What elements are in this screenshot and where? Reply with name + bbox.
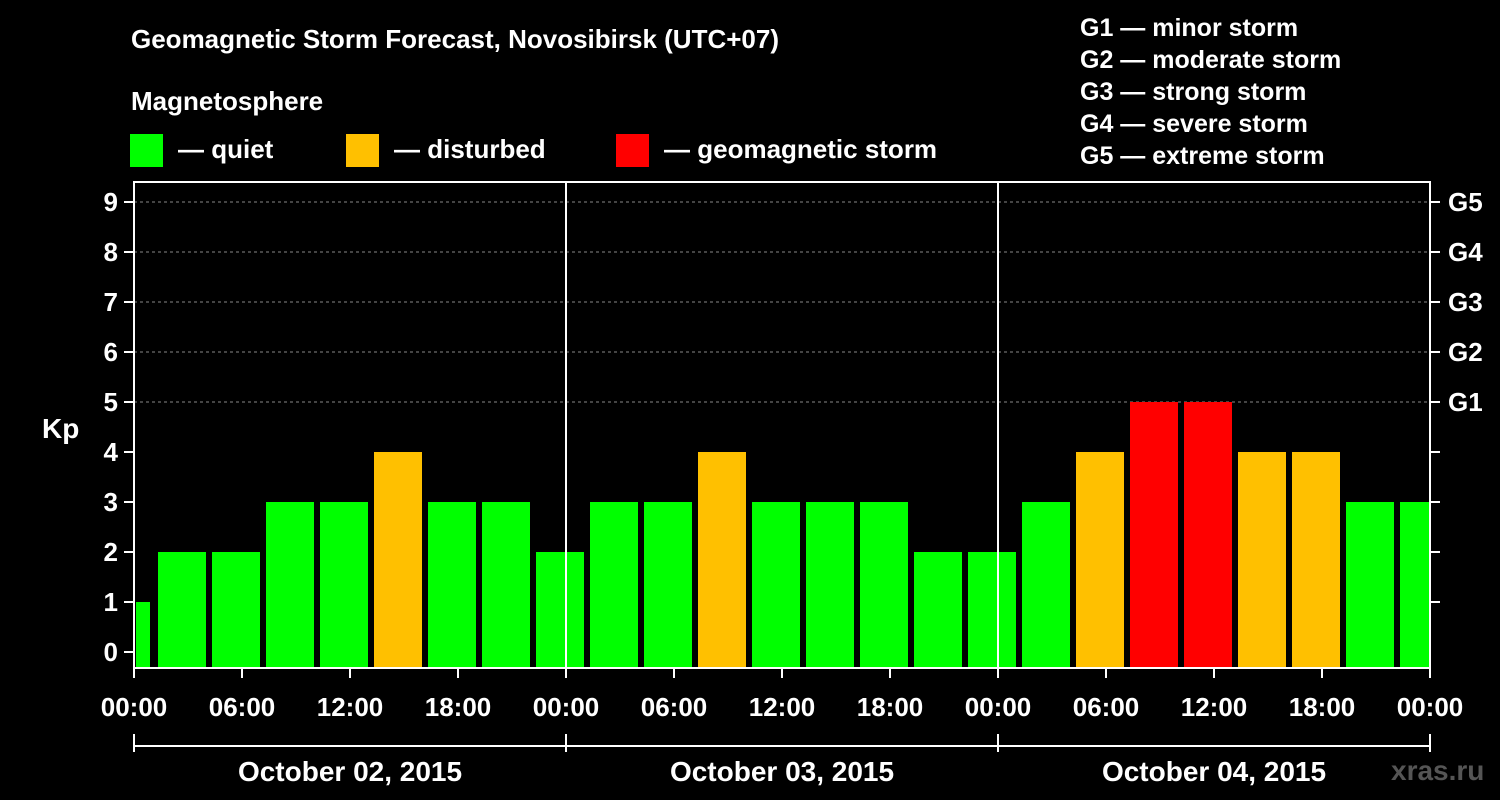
y-tick-label-8: 8 xyxy=(104,237,118,267)
bar-23 xyxy=(1346,502,1394,668)
x-tick-label-9: 06:00 xyxy=(1073,692,1140,722)
bar-7 xyxy=(482,502,530,668)
g-scale-label-g3: G3 xyxy=(1448,287,1483,317)
y-tick-label-4: 4 xyxy=(104,437,119,467)
bar-3 xyxy=(266,502,314,668)
y-tick-label-3: 3 xyxy=(104,487,118,517)
x-tick-label-0: 00:00 xyxy=(101,692,168,722)
bar-8 xyxy=(536,552,584,668)
bar-13 xyxy=(806,502,854,668)
bar-14 xyxy=(860,502,908,668)
day-label-2: October 04, 2015 xyxy=(1102,756,1326,787)
x-tick-label-6: 12:00 xyxy=(749,692,816,722)
x-tick-label-12: 00:00 xyxy=(1397,692,1464,722)
scale-g3: G3 — strong storm xyxy=(1080,78,1307,106)
y-tick-label-7: 7 xyxy=(104,287,118,317)
bar-20 xyxy=(1184,402,1232,668)
scale-g1: G1 — minor storm xyxy=(1080,14,1299,42)
x-tick-label-8: 00:00 xyxy=(965,692,1032,722)
legend-heading: Magnetosphere xyxy=(131,86,324,116)
legend-swatch-disturbed xyxy=(346,134,379,167)
legend-swatch-storm xyxy=(616,134,649,167)
bar-5 xyxy=(374,452,422,668)
g-scale-label-g1: G1 xyxy=(1448,387,1483,417)
scale-g4: G4 — severe storm xyxy=(1080,110,1308,138)
bar-6 xyxy=(428,502,476,668)
y-tick-label-9: 9 xyxy=(104,187,118,217)
x-tick-label-10: 12:00 xyxy=(1181,692,1248,722)
g-scale-label-g4: G4 xyxy=(1448,237,1483,267)
y-tick-label-6: 6 xyxy=(104,337,118,367)
bar-0 xyxy=(136,602,150,668)
bar-15 xyxy=(914,552,962,668)
y-tick-label-2: 2 xyxy=(104,537,118,567)
y-axis-label: Kp xyxy=(42,413,79,444)
y-tick-label-5: 5 xyxy=(104,387,118,417)
day-label-1: October 03, 2015 xyxy=(670,756,894,787)
watermark: xras.ru xyxy=(1391,755,1485,786)
legend-swatch-quiet xyxy=(130,134,163,167)
bar-12 xyxy=(752,502,800,668)
g-scale-label-g5: G5 xyxy=(1448,187,1483,217)
bar-4 xyxy=(320,502,368,668)
bar-9 xyxy=(590,502,638,668)
g-scale-label-g2: G2 xyxy=(1448,337,1483,367)
x-tick-label-7: 18:00 xyxy=(857,692,924,722)
bar-22 xyxy=(1292,452,1340,668)
scale-g5: G5 — extreme storm xyxy=(1080,142,1325,170)
x-tick-label-1: 06:00 xyxy=(209,692,276,722)
x-tick-label-2: 12:00 xyxy=(317,692,384,722)
y-tick-label-0: 0 xyxy=(104,637,118,667)
bar-16 xyxy=(968,552,1016,668)
bar-24 xyxy=(1400,502,1430,668)
bar-11 xyxy=(698,452,746,668)
x-tick-label-11: 18:00 xyxy=(1289,692,1356,722)
bar-1 xyxy=(158,552,206,668)
y-tick-label-1: 1 xyxy=(104,587,118,617)
legend-label-storm: — geomagnetic storm xyxy=(664,134,938,164)
legend-label-disturbed: — disturbed xyxy=(394,134,546,164)
legend-label-quiet: — quiet xyxy=(178,134,274,164)
bar-19 xyxy=(1130,402,1178,668)
chart-title: Geomagnetic Storm Forecast, Novosibirsk … xyxy=(131,24,780,54)
scale-g2: G2 — moderate storm xyxy=(1080,46,1342,74)
x-tick-label-3: 18:00 xyxy=(425,692,492,722)
day-label-0: October 02, 2015 xyxy=(238,756,462,787)
bar-10 xyxy=(644,502,692,668)
bar-21 xyxy=(1238,452,1286,668)
x-tick-label-5: 06:00 xyxy=(641,692,708,722)
bar-17 xyxy=(1022,502,1070,668)
bar-18 xyxy=(1076,452,1124,668)
bar-2 xyxy=(212,552,260,668)
x-tick-label-4: 00:00 xyxy=(533,692,600,722)
